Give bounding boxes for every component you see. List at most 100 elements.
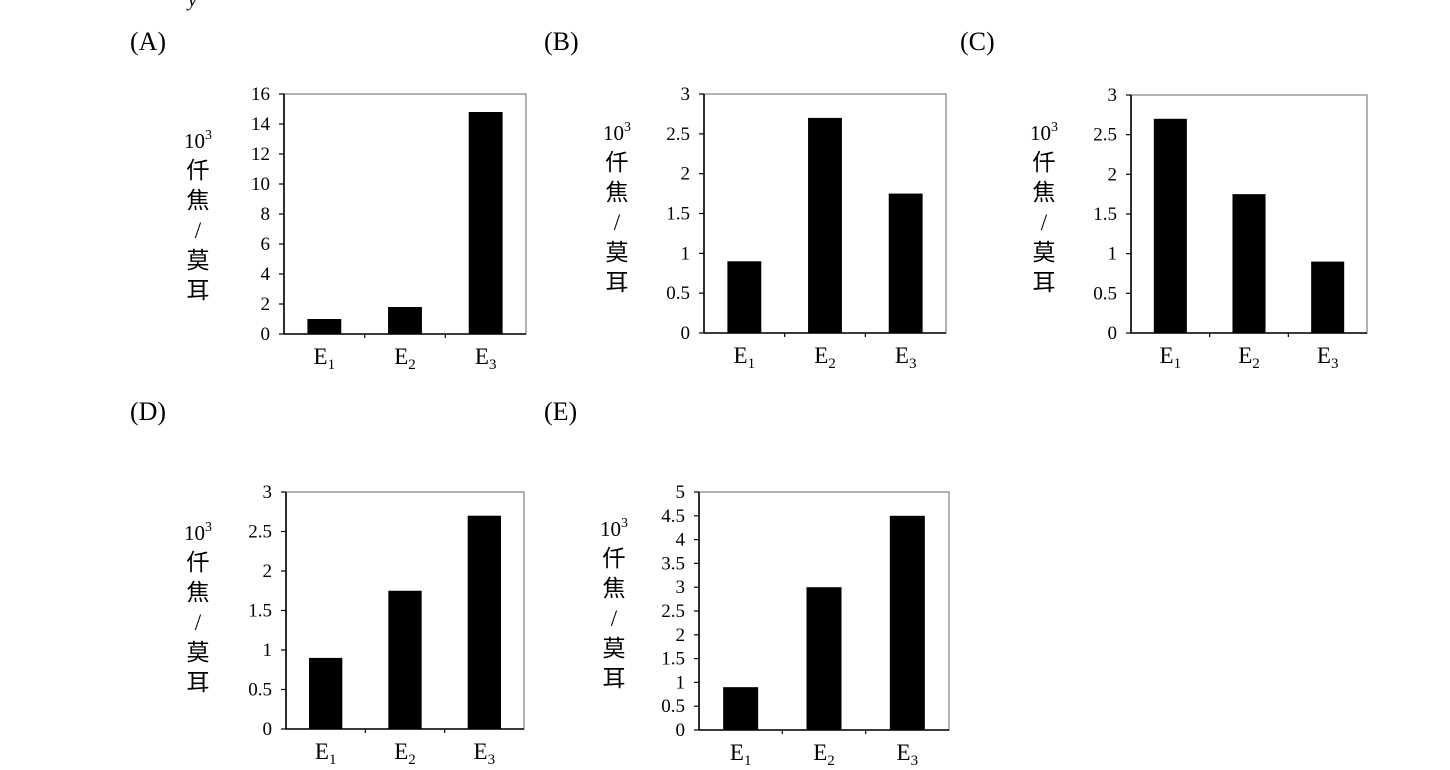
y-axis-label-unit: 103 <box>184 128 212 153</box>
x-category-label: E1 <box>314 344 336 373</box>
y-tick-label: 1.5 <box>248 601 272 622</box>
bar-3 <box>468 112 503 334</box>
y-tick-label: 2.5 <box>666 124 690 145</box>
x-category-label: E2 <box>394 344 416 373</box>
chart-panel-5: (E) 0 0.5 11.5 2 2.5 3 3.54 4.5 5 E1 E2 E3 103 仟焦 / 莫耳 <box>544 397 950 769</box>
y-axis-label-char: / <box>195 218 202 243</box>
y-axis-label-char: 焦 <box>187 188 210 213</box>
panel-label: (E) <box>544 397 577 426</box>
y-tick-label: 0 <box>1108 323 1118 344</box>
y-tick-label: 12 <box>251 144 270 165</box>
y-tick-label: 0.5 <box>1093 283 1117 304</box>
bar-1 <box>727 261 762 333</box>
x-category-label: E3 <box>895 343 917 372</box>
y-axis-label-unit: 103 <box>1030 120 1058 145</box>
y-tick-label: 0.5 <box>248 680 272 701</box>
bar-2 <box>1232 194 1266 333</box>
y-axis-label-char: 焦 <box>606 180 629 205</box>
bar-1 <box>1153 118 1187 333</box>
y-tick-label: 2 <box>1108 164 1118 185</box>
y-axis-label-char: 耳 <box>606 270 629 295</box>
y-tick-label: 2.5 <box>248 522 272 543</box>
x-category-label: E2 <box>813 740 835 769</box>
y-tick-label: 16 <box>251 84 270 105</box>
y-tick-label: 0 <box>263 719 273 740</box>
x-category-label: E2 <box>814 343 836 372</box>
y-tick-label: 3 <box>676 577 686 598</box>
y-axis-label-char: 莫 <box>606 240 629 265</box>
y-axis-label-char: 仟 <box>603 546 626 571</box>
y-tick-label: 0.5 <box>661 696 685 717</box>
chart-panel-2: (B) 0 0.5 1 1.5 2 2.5 3 E1 E2 E3 103 仟焦 / 莫耳 <box>544 27 947 372</box>
y-tick-label: 14 <box>251 114 271 135</box>
y-tick-label: 0 <box>261 324 271 345</box>
x-category-label: E1 <box>730 740 752 769</box>
y-tick-label: 0.5 <box>666 283 690 304</box>
y-tick-label: 6 <box>261 234 271 255</box>
y-axis-label-char: 耳 <box>603 666 626 691</box>
panel-label: (A) <box>130 27 166 56</box>
bar-3 <box>1311 261 1345 333</box>
y-axis-label-char: / <box>195 610 202 635</box>
y-tick-label: 2 <box>263 561 273 582</box>
x-category-label: E1 <box>315 739 337 768</box>
bar-3 <box>889 515 925 730</box>
panel-label: (D) <box>130 397 166 426</box>
bar-1 <box>309 657 343 729</box>
y-tick-label: 4 <box>676 530 686 551</box>
bar-2 <box>806 587 842 730</box>
y-tick-label: 3.5 <box>661 553 685 574</box>
chart-panel-3: (C) 0 0.5 1 1.5 2 2.5 3 E1 E2 E3 103 仟焦 / 莫耳 <box>960 27 1368 372</box>
x-category-label: E3 <box>475 344 497 373</box>
bar-2 <box>808 117 842 334</box>
y-axis-label-char: 焦 <box>603 576 626 601</box>
bar-2 <box>388 590 422 729</box>
bar-3 <box>888 193 923 333</box>
y-tick-label: 2.5 <box>1093 125 1117 146</box>
y-axis-label-char: / <box>614 210 621 235</box>
y-tick-label: 8 <box>261 204 271 225</box>
y-axis-label-char: 仟 <box>1033 150 1056 175</box>
y-axis-label-char: 莫 <box>603 636 626 661</box>
bar-1 <box>723 687 759 730</box>
x-category-label: E1 <box>734 343 756 372</box>
y-tick-label: 1.5 <box>661 649 685 670</box>
y-axis-label-char: 焦 <box>187 580 210 605</box>
y-axis-label-char: 耳 <box>1033 270 1056 295</box>
y-tick-label: 3 <box>681 84 691 105</box>
x-category-label: E3 <box>1317 343 1339 372</box>
y-axis-label-char: 仟 <box>187 158 210 183</box>
x-category-label: E2 <box>394 739 416 768</box>
x-category-label: E3 <box>897 740 919 769</box>
y-axis-label-unit: 103 <box>600 516 628 541</box>
y-tick-label: 3 <box>263 482 273 503</box>
y-tick-label: 2 <box>261 294 271 315</box>
y-tick-label: 2 <box>676 625 686 646</box>
y-axis-label-char: 仟 <box>187 550 210 575</box>
y-tick-label: 1.5 <box>666 204 690 225</box>
x-category-label: E1 <box>1160 343 1182 372</box>
y-axis-label-char: 莫 <box>187 248 210 273</box>
y-tick-label: 4 <box>261 264 271 285</box>
y-tick-label: 0 <box>676 720 686 741</box>
y-axis-label-unit: 103 <box>603 120 631 145</box>
chart-panel-4: (D) 0 0.5 1 1.5 2 2.5 3 E1 E2 E3 103 仟焦 / 莫耳 <box>130 397 525 768</box>
x-category-label: E3 <box>474 739 496 768</box>
y-axis-label-char: 焦 <box>1033 180 1056 205</box>
y-tick-label: 1 <box>676 672 686 693</box>
bar-1 <box>307 319 342 334</box>
y-axis-label-char: 仟 <box>606 150 629 175</box>
panel-label: (C) <box>960 27 995 56</box>
y-axis-label-char: 莫 <box>187 640 210 665</box>
y-axis-label-char: 耳 <box>187 278 210 303</box>
y-axis-label-char: / <box>1041 210 1048 235</box>
y-tick-label: 0 <box>681 323 691 344</box>
y-tick-label: 4.5 <box>661 506 685 527</box>
y-tick-label: 1 <box>263 640 273 661</box>
chart-panel-1: (A) 0 2 4 6 8 10 12 14 16 E1 E2 E3 103 仟焦 / 莫耳 <box>130 27 527 373</box>
y-tick-label: 1.5 <box>1093 204 1117 225</box>
cropped-top-fragment: y <box>186 0 197 11</box>
x-category-label: E2 <box>1238 343 1260 372</box>
y-tick-label: 5 <box>676 482 686 503</box>
